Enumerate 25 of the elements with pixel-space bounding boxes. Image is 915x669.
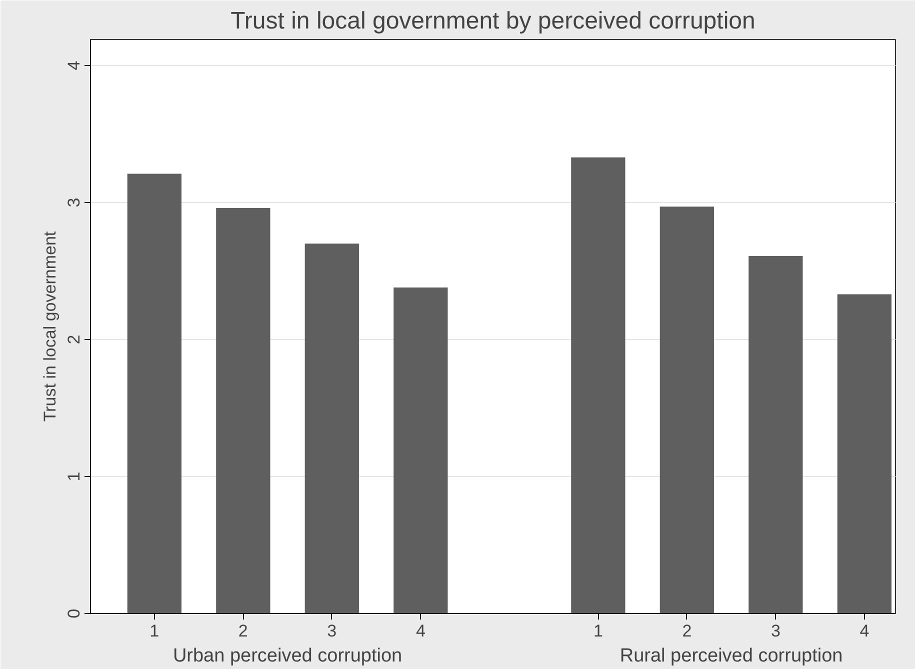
x-tick-label: 2	[238, 622, 248, 640]
y-tick-label: 0	[64, 608, 84, 618]
chart-title: Trust in local government by perceived corruption	[230, 8, 756, 34]
bar	[571, 157, 626, 614]
text: Rural perceived corruption	[620, 646, 843, 666]
x-tick-label: 3	[327, 622, 337, 640]
y-tick-label: 3	[64, 198, 84, 208]
y-tick-label: 1	[64, 472, 84, 482]
x-tick-label: 1	[150, 622, 160, 640]
bar	[837, 294, 892, 614]
y-axis-title: Trust in local government	[40, 231, 60, 422]
bar	[127, 174, 182, 614]
x-tick-label: 3	[770, 622, 780, 640]
bar	[304, 244, 359, 614]
bar	[748, 256, 803, 614]
bar	[216, 208, 270, 614]
bar	[394, 287, 448, 614]
x-tick-label: 4	[860, 622, 870, 640]
text: Urban perceived corruption	[172, 646, 402, 666]
x-tick-label: 2	[682, 622, 692, 640]
x-tick-label: 1	[593, 622, 603, 640]
x-tick-label: 4	[416, 622, 426, 640]
y-tick-label: 4	[64, 60, 84, 70]
bar	[660, 206, 714, 614]
y-tick-label: 2	[64, 334, 84, 344]
